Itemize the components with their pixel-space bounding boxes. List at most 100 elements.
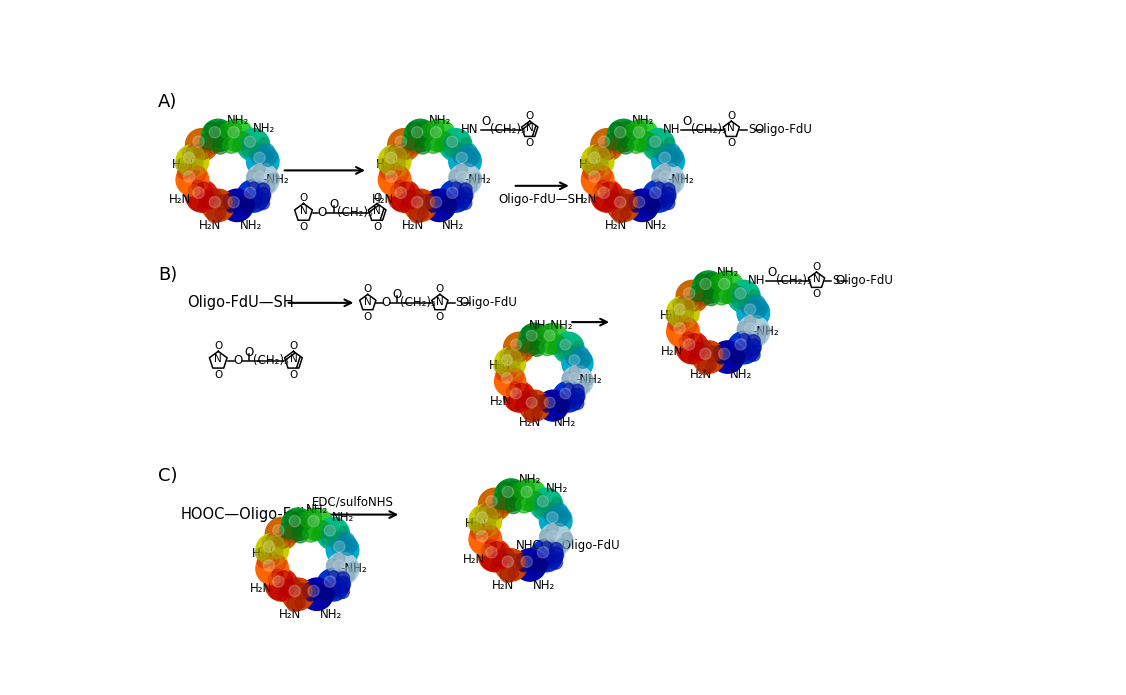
Circle shape: [676, 314, 690, 329]
Text: -NH₂: -NH₂: [575, 373, 602, 386]
Text: O: O: [813, 289, 821, 300]
Circle shape: [337, 572, 349, 584]
Circle shape: [272, 548, 283, 559]
Circle shape: [453, 177, 465, 190]
Circle shape: [642, 129, 674, 161]
Circle shape: [388, 145, 403, 158]
Circle shape: [504, 350, 521, 367]
Circle shape: [686, 296, 697, 307]
Circle shape: [485, 518, 495, 530]
Circle shape: [667, 179, 680, 193]
Circle shape: [757, 303, 768, 314]
Text: O: O: [289, 370, 297, 380]
Circle shape: [449, 170, 462, 183]
Circle shape: [583, 166, 596, 179]
Circle shape: [339, 537, 351, 550]
Circle shape: [195, 182, 213, 199]
Circle shape: [382, 167, 392, 179]
Circle shape: [683, 288, 695, 299]
Text: H₂N: H₂N: [463, 553, 485, 566]
Circle shape: [410, 141, 422, 154]
Text: H₂N: H₂N: [373, 193, 394, 206]
Text: O: O: [382, 296, 391, 309]
Text: H₂N: H₂N: [169, 193, 190, 206]
Circle shape: [743, 347, 752, 356]
Circle shape: [450, 182, 462, 193]
Circle shape: [526, 394, 536, 403]
Text: NH: NH: [663, 123, 680, 136]
Circle shape: [232, 142, 242, 152]
Circle shape: [610, 122, 625, 137]
Circle shape: [475, 511, 485, 521]
Circle shape: [207, 141, 220, 154]
Circle shape: [262, 540, 272, 550]
Circle shape: [662, 197, 674, 210]
Circle shape: [293, 510, 307, 525]
Text: NH₂: NH₂: [731, 368, 752, 381]
Circle shape: [732, 292, 749, 309]
Circle shape: [598, 159, 608, 170]
Circle shape: [252, 195, 261, 204]
Circle shape: [539, 340, 555, 356]
Circle shape: [623, 195, 637, 210]
Circle shape: [397, 182, 414, 199]
Circle shape: [738, 316, 769, 348]
Circle shape: [338, 532, 355, 549]
Circle shape: [295, 584, 310, 598]
Text: O: O: [373, 222, 382, 232]
Circle shape: [387, 167, 396, 175]
Circle shape: [724, 284, 742, 302]
Circle shape: [392, 166, 409, 182]
Circle shape: [706, 278, 722, 293]
Text: NH₂: NH₂: [546, 482, 568, 495]
Circle shape: [560, 339, 571, 350]
Text: Oligo-FdU: Oligo-FdU: [459, 296, 517, 309]
Circle shape: [256, 553, 288, 584]
Circle shape: [275, 532, 291, 548]
Circle shape: [378, 145, 411, 177]
Circle shape: [428, 121, 444, 137]
Circle shape: [642, 195, 659, 212]
Circle shape: [704, 273, 718, 288]
Circle shape: [700, 341, 712, 352]
Text: H₂N: H₂N: [199, 220, 222, 232]
Circle shape: [512, 482, 528, 498]
Circle shape: [225, 121, 241, 137]
Circle shape: [263, 541, 275, 553]
Circle shape: [750, 300, 762, 313]
Circle shape: [206, 135, 218, 147]
Circle shape: [489, 504, 499, 515]
Text: N: N: [727, 123, 735, 133]
Circle shape: [322, 525, 332, 536]
Text: (CH₂)₅: (CH₂)₅: [253, 354, 289, 367]
Circle shape: [457, 170, 466, 180]
Circle shape: [279, 522, 296, 539]
Circle shape: [479, 539, 511, 572]
Circle shape: [259, 148, 272, 161]
Circle shape: [572, 384, 584, 396]
Circle shape: [659, 164, 670, 175]
Circle shape: [223, 137, 240, 154]
Circle shape: [268, 573, 280, 585]
Circle shape: [620, 195, 635, 209]
Circle shape: [615, 189, 626, 201]
Circle shape: [334, 576, 350, 592]
Circle shape: [327, 559, 339, 571]
Circle shape: [539, 394, 556, 411]
Circle shape: [305, 509, 321, 525]
Circle shape: [589, 152, 600, 163]
Circle shape: [615, 197, 626, 208]
Circle shape: [282, 578, 314, 610]
Circle shape: [524, 338, 535, 350]
Circle shape: [316, 584, 333, 600]
Circle shape: [449, 163, 481, 196]
Circle shape: [686, 295, 701, 311]
Circle shape: [209, 197, 221, 208]
Text: HN: HN: [462, 123, 479, 136]
Circle shape: [577, 355, 589, 368]
Text: C): C): [158, 467, 177, 485]
Circle shape: [411, 197, 423, 208]
Circle shape: [511, 348, 521, 359]
Circle shape: [187, 145, 200, 158]
Circle shape: [521, 400, 530, 409]
